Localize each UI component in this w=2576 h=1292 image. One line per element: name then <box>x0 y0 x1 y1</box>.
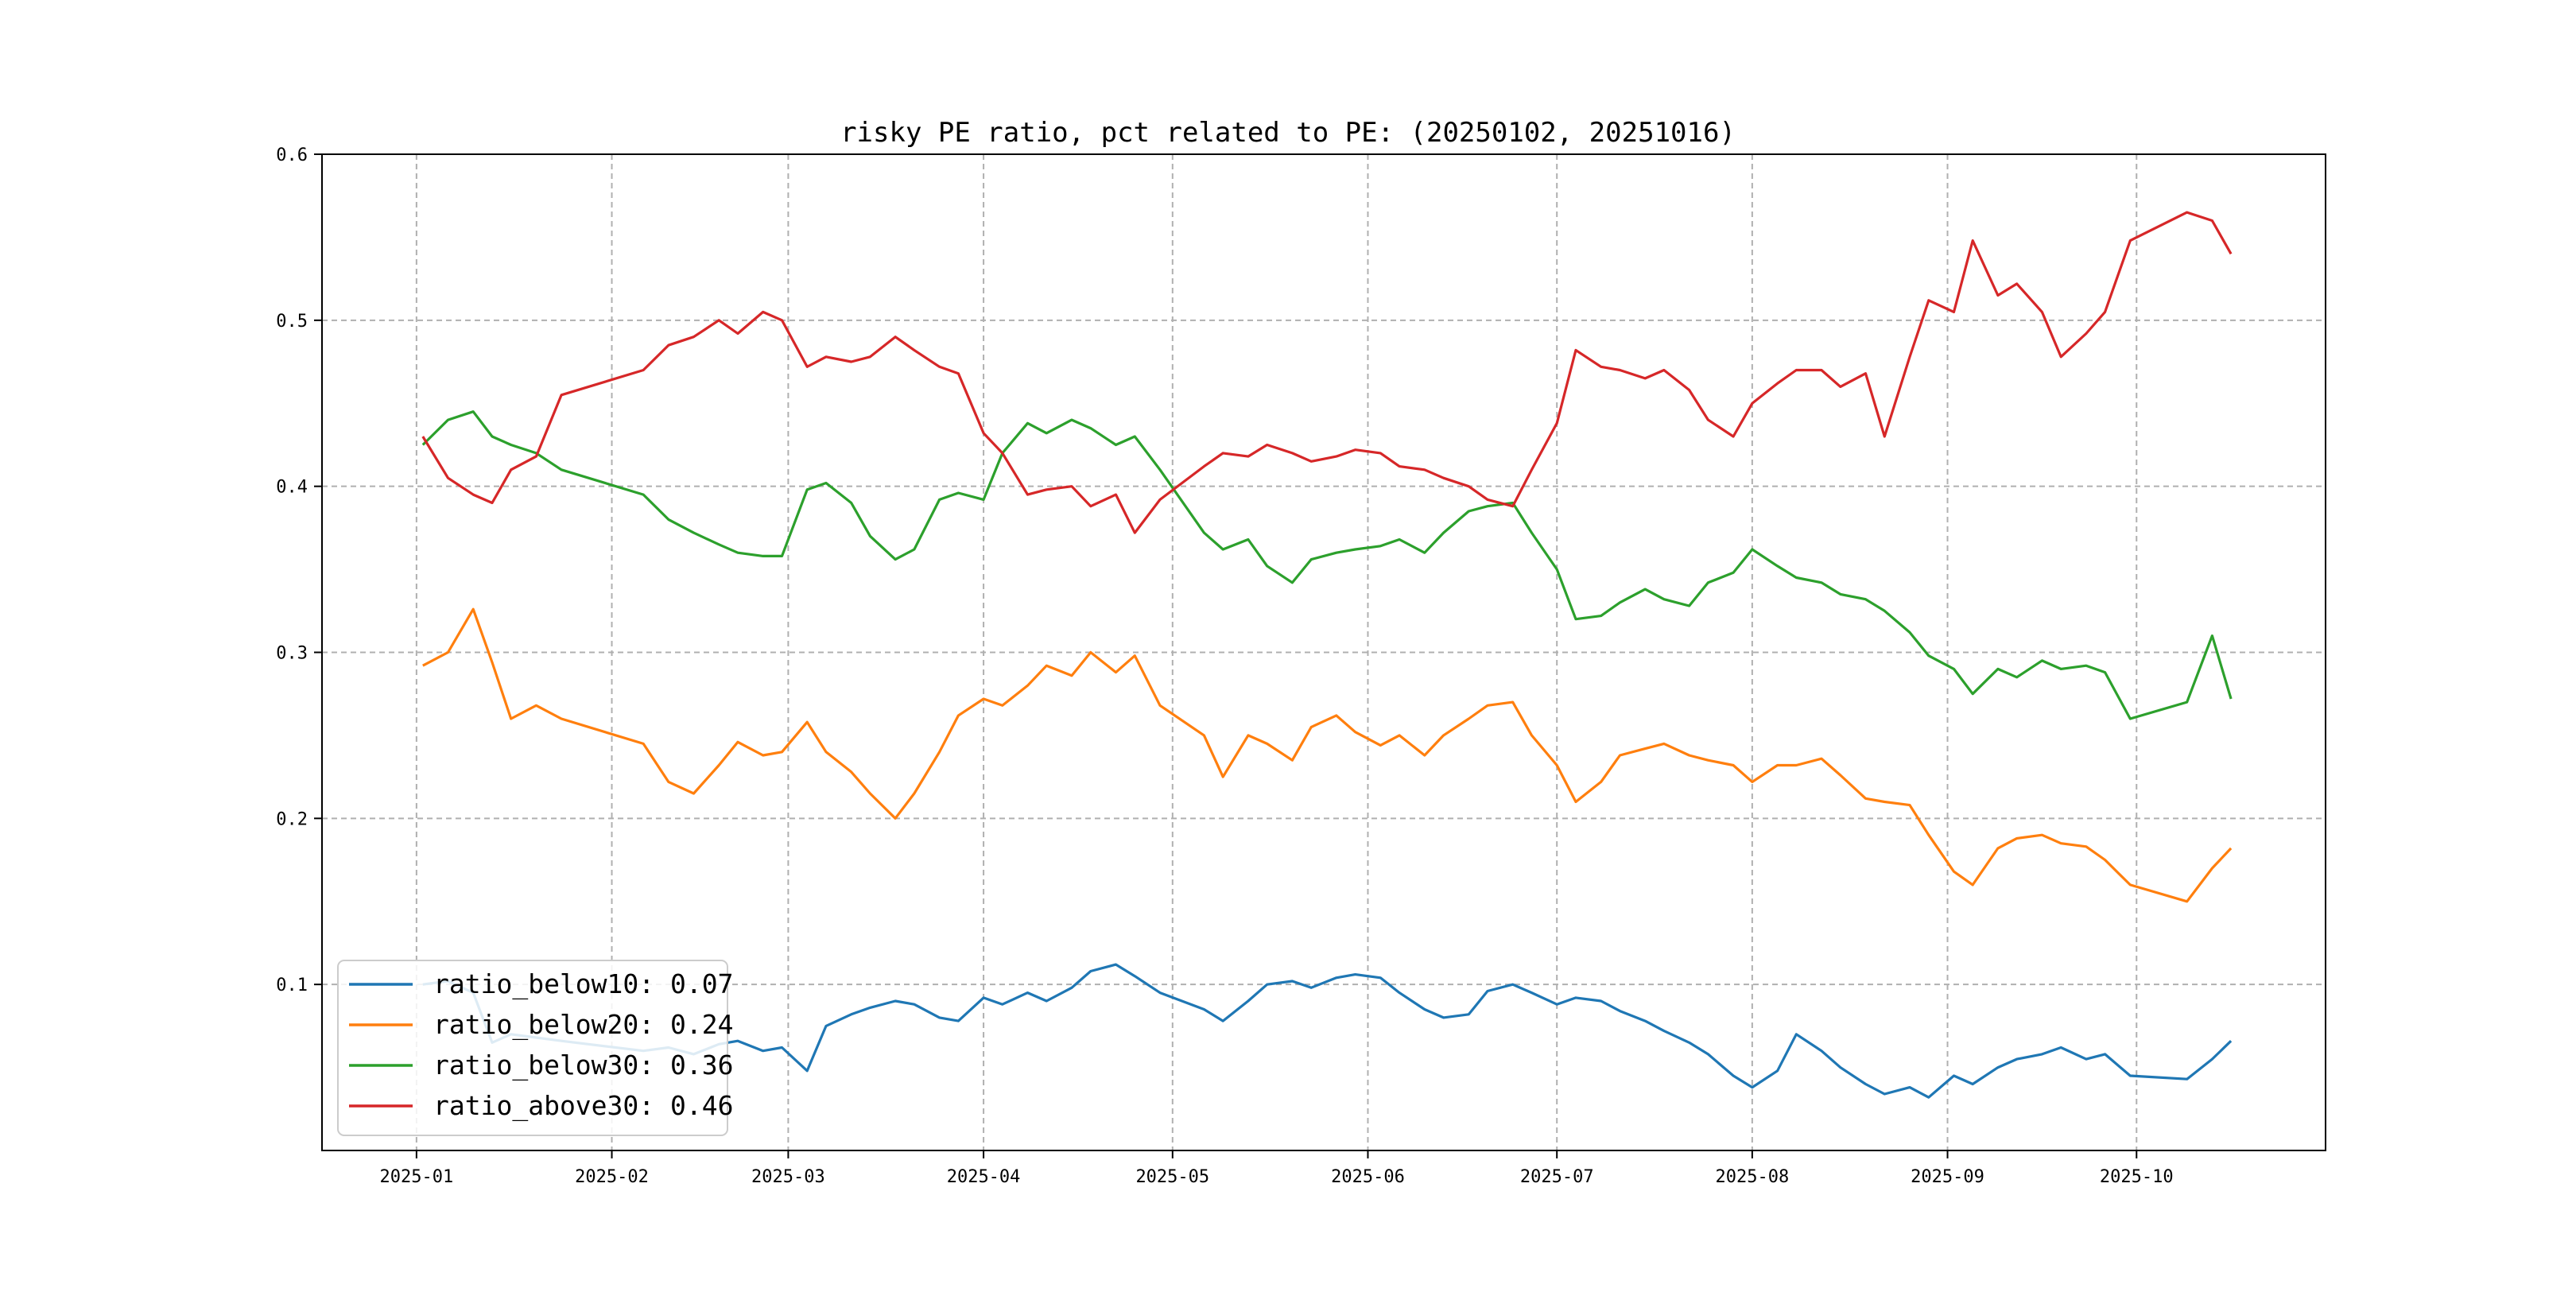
y-tick-label: 0.4 <box>276 478 308 498</box>
series-layer <box>421 211 2233 1099</box>
x-tick-label: 2025-02 <box>575 1167 649 1187</box>
ticks-layer: 2025-01 2025-02 2025-03 2025-04 2025-05 2025-… <box>276 145 2173 1187</box>
legend-box <box>337 960 728 1136</box>
series-line-ratio-below20 <box>422 607 2233 903</box>
x-tick-label: 2025-06 <box>1331 1167 1405 1187</box>
y-tick-label: 0.5 <box>276 312 308 332</box>
x-tick-label: 2025-05 <box>1135 1167 1209 1187</box>
legend: ratio_below10: 0.07 ratio_below20: 0.24 ra… <box>337 960 734 1136</box>
legend-label: ratio_below10: 0.07 <box>433 968 734 1000</box>
x-tick-label: 2025-08 <box>1716 1167 1790 1187</box>
y-tick-label: 0.3 <box>276 644 308 664</box>
series-line-ratio-below10 <box>422 963 2233 1099</box>
series-line-ratio-above30 <box>421 211 2233 534</box>
x-tick-label: 2025-04 <box>947 1167 1021 1187</box>
y-tick-label: 0.6 <box>276 145 308 165</box>
legend-label: ratio_below30: 0.36 <box>433 1050 734 1081</box>
series-line-ratio-below30 <box>421 410 2233 720</box>
y-tick-label: 0.1 <box>276 976 308 995</box>
legend-label: ratio_above30: 0.46 <box>433 1090 734 1122</box>
x-tick-label: 2025-01 <box>380 1167 454 1187</box>
y-tick-label: 0.2 <box>276 809 308 829</box>
x-tick-label: 2025-03 <box>751 1167 825 1187</box>
legend-label: ratio_below20: 0.24 <box>433 1009 734 1041</box>
chart-title: risky PE ratio, pct related to PE: (2025… <box>840 117 1736 149</box>
x-tick-label: 2025-07 <box>1520 1167 1594 1187</box>
x-tick-label: 2025-09 <box>1911 1167 1984 1187</box>
x-tick-label: 2025-10 <box>2100 1167 2174 1187</box>
